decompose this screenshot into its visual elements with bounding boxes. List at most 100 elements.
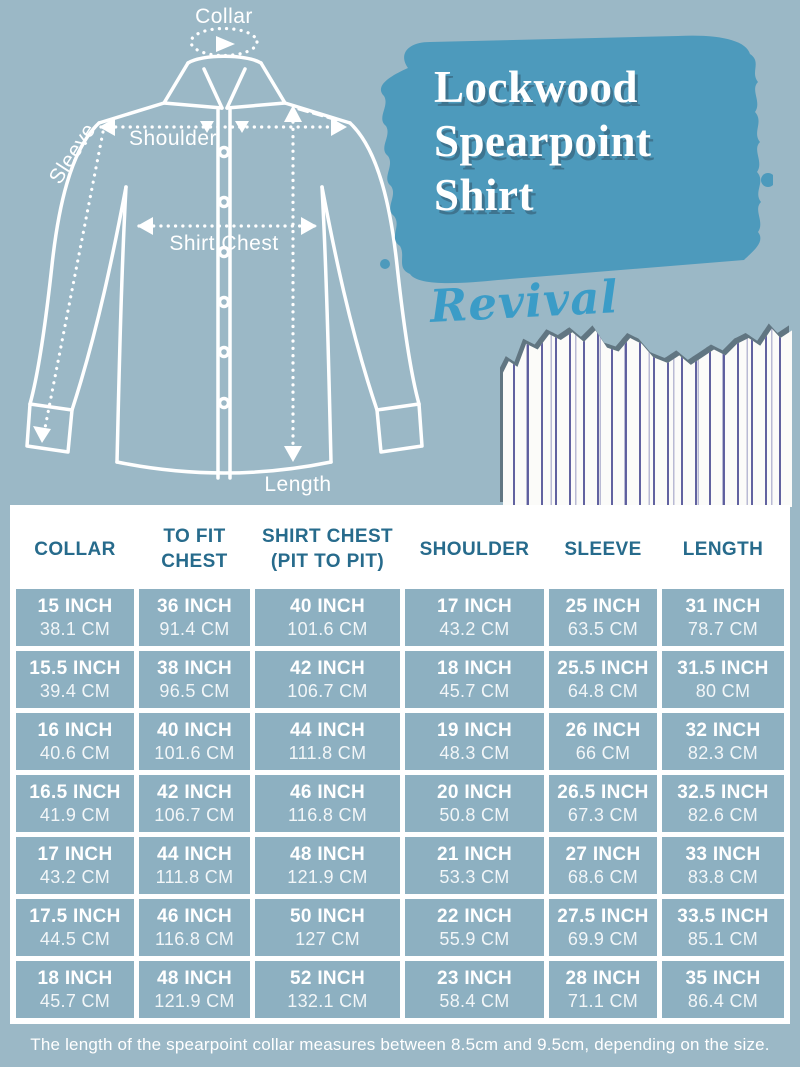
- inch-value: 16 INCH: [37, 719, 113, 741]
- cm-value: 85.1 CM: [687, 928, 759, 949]
- inch-value: 31.5 INCH: [677, 657, 769, 679]
- inch-value: 28 INCH: [565, 967, 641, 989]
- cm-value: 44.5 CM: [39, 928, 111, 949]
- size-cell-r4-c2: 42 INCH 106.7 CM: [139, 775, 250, 832]
- cm-value: 86.4 CM: [687, 990, 759, 1011]
- inch-value: 19 INCH: [437, 719, 512, 741]
- size-cell-r7-c3: 52 INCH 132.1 CM: [255, 961, 400, 1018]
- cm-value: 116.8 CM: [154, 928, 235, 949]
- cm-value: 116.8 CM: [287, 804, 368, 825]
- inch-value: 40 INCH: [157, 719, 232, 741]
- size-cell-r5-c6: 33 INCH 83.8 CM: [662, 837, 784, 894]
- inch-value: 15 INCH: [37, 595, 113, 617]
- cm-value: 111.8 CM: [155, 866, 234, 887]
- size-cell-r3-c3: 44 INCH 111.8 CM: [255, 713, 400, 770]
- inch-value: 46 INCH: [157, 905, 232, 927]
- cm-value: 58.4 CM: [439, 990, 510, 1011]
- size-chart-table: COLLAR TO FIT CHEST SHIRT CHEST (PIT TO PI…: [10, 505, 790, 1024]
- size-cell-r2-c2: 38 INCH 96.5 CM: [139, 651, 250, 708]
- size-cell-r5-c1: 17 INCH 43.2 CM: [16, 837, 134, 894]
- inch-value: 17 INCH: [37, 843, 113, 865]
- cm-value: 39.4 CM: [39, 680, 111, 701]
- brush-stroke-background: [380, 35, 773, 284]
- size-cell-r6-c4: 22 INCH 55.9 CM: [405, 899, 544, 956]
- shoulder-label: Shoulder: [128, 127, 218, 150]
- cm-value: 82.3 CM: [687, 742, 759, 763]
- size-cell-r3-c1: 16 INCH 40.6 CM: [16, 713, 134, 770]
- inch-value: 35 INCH: [685, 967, 761, 989]
- column-header-4: SHOULDER: [419, 538, 530, 560]
- inch-value: 48 INCH: [157, 967, 232, 989]
- size-cell-r2-c1: 15.5 INCH 39.4 CM: [16, 651, 134, 708]
- fabric-swatch-image: [503, 328, 792, 507]
- size-cell-r5-c3: 48 INCH 121.9 CM: [255, 837, 400, 894]
- cm-value: 41.9 CM: [39, 804, 111, 825]
- inch-value: 52 INCH: [290, 967, 365, 989]
- cm-value: 48.3 CM: [439, 742, 510, 763]
- cm-value: 121.9 CM: [154, 990, 235, 1011]
- cm-value: 127 CM: [295, 928, 360, 949]
- inch-value: 18 INCH: [37, 967, 113, 989]
- inch-value: 38 INCH: [157, 657, 232, 679]
- inch-value: 25 INCH: [565, 595, 641, 617]
- inch-value: 42 INCH: [157, 781, 232, 803]
- size-cell-r7-c6: 35 INCH 86.4 CM: [662, 961, 784, 1018]
- inch-value: 33.5 INCH: [677, 905, 769, 927]
- inch-value: 15.5 INCH: [29, 657, 121, 679]
- cm-value: 69.9 CM: [567, 928, 639, 949]
- column-header-6: LENGTH: [682, 538, 764, 560]
- size-cell-r3-c5: 26 INCH 66 CM: [549, 713, 657, 770]
- inch-value: 16.5 INCH: [29, 781, 121, 803]
- inch-value: 48 INCH: [290, 843, 365, 865]
- inch-value: 27.5 INCH: [557, 905, 649, 927]
- size-cell-r6-c5: 27.5 INCH 69.9 CM: [549, 899, 657, 956]
- size-cell-r1-c1: 15 INCH 38.1 CM: [16, 589, 134, 646]
- size-cell-r4-c5: 26.5 INCH 67.3 CM: [549, 775, 657, 832]
- cm-value: 106.7 CM: [154, 804, 235, 825]
- inch-value: 42 INCH: [290, 657, 365, 679]
- cm-value: 106.7 CM: [287, 680, 368, 701]
- column-header-2: TO FIT CHEST: [161, 526, 228, 572]
- cm-value: 101.6 CM: [154, 742, 235, 763]
- inch-value: 40 INCH: [290, 595, 365, 617]
- size-cell-r6-c6: 33.5 INCH 85.1 CM: [662, 899, 784, 956]
- size-cell-r2-c6: 31.5 INCH 80 CM: [662, 651, 784, 708]
- cm-value: 96.5 CM: [159, 680, 230, 701]
- inch-value: 27 INCH: [565, 843, 641, 865]
- shirt-chest-label: Shirt Chest: [169, 232, 279, 255]
- size-cell-r1-c6: 31 INCH 78.7 CM: [662, 589, 784, 646]
- cm-value: 132.1 CM: [287, 990, 368, 1011]
- cm-value: 50.8 CM: [439, 804, 510, 825]
- table-body: 15 INCH 38.1 CM 36 INCH 91.4 CM 40 INCH 101.6…: [16, 589, 784, 1018]
- column-header-3: SHIRT CHEST (PIT TO PIT): [261, 526, 394, 572]
- inch-value: 18 INCH: [437, 657, 512, 679]
- cm-value: 67.3 CM: [567, 804, 639, 825]
- size-cell-r1-c2: 36 INCH 91.4 CM: [139, 589, 250, 646]
- size-cell-r5-c5: 27 INCH 68.6 CM: [549, 837, 657, 894]
- inch-value: 23 INCH: [437, 967, 512, 989]
- size-cell-r4-c6: 32.5 INCH 82.6 CM: [662, 775, 784, 832]
- inch-value: 44 INCH: [290, 719, 365, 741]
- collar-length-note: The length of the spearpoint collar meas…: [30, 1035, 770, 1054]
- size-cell-r2-c4: 18 INCH 45.7 CM: [405, 651, 544, 708]
- cm-value: 68.6 CM: [567, 866, 639, 887]
- page-title: Lockwood Spearpoint Shirt: [434, 62, 652, 220]
- size-cell-r6-c3: 50 INCH 127 CM: [255, 899, 400, 956]
- size-cell-r3-c2: 40 INCH 101.6 CM: [139, 713, 250, 770]
- inch-value: 33 INCH: [685, 843, 761, 865]
- cm-value: 63.5 CM: [567, 618, 639, 639]
- inch-value: 22 INCH: [437, 905, 512, 927]
- cm-value: 121.9 CM: [287, 866, 368, 887]
- inch-value: 32.5 INCH: [677, 781, 769, 803]
- inch-value: 46 INCH: [290, 781, 365, 803]
- cm-value: 55.9 CM: [439, 928, 510, 949]
- cm-value: 78.7 CM: [687, 618, 759, 639]
- inch-value: 44 INCH: [157, 843, 232, 865]
- cm-value: 91.4 CM: [159, 618, 230, 639]
- cm-value: 101.6 CM: [287, 618, 368, 639]
- size-cell-r1-c4: 17 INCH 43.2 CM: [405, 589, 544, 646]
- size-cell-r3-c6: 32 INCH 82.3 CM: [662, 713, 784, 770]
- size-cell-r7-c1: 18 INCH 45.7 CM: [16, 961, 134, 1018]
- size-cell-r7-c5: 28 INCH 71.1 CM: [549, 961, 657, 1018]
